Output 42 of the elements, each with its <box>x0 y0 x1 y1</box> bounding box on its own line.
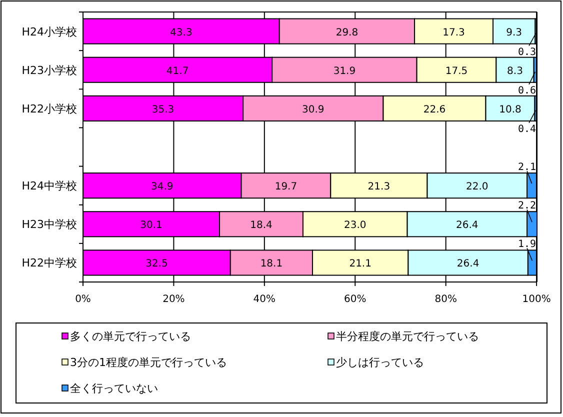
x-tick-label: 20% <box>162 294 185 305</box>
data-label: 23.0 <box>344 220 366 232</box>
data-label: 34.9 <box>151 182 174 193</box>
data-label: 43.3 <box>170 27 192 38</box>
data-label: 31.9 <box>333 66 356 77</box>
data-label: 9.3 <box>506 27 522 38</box>
y-tick-label: H24中学校 <box>22 180 77 193</box>
y-tick-label: H23中学校 <box>22 218 77 232</box>
x-tick-label: 100% <box>522 294 551 305</box>
data-label: 22.6 <box>423 104 446 116</box>
x-tick-label: 80% <box>434 294 457 305</box>
data-label: 18.4 <box>250 220 272 232</box>
data-label: 32.5 <box>146 258 168 270</box>
data-label: 21.3 <box>368 182 390 193</box>
data-label: 18.1 <box>260 258 283 270</box>
data-label: 30.1 <box>140 220 162 232</box>
y-tick-label: H22小学校 <box>22 102 77 116</box>
data-label: 8.3 <box>507 66 523 77</box>
data-label: 26.4 <box>456 220 478 232</box>
data-label: 35.3 <box>152 104 174 116</box>
data-label: 41.7 <box>166 66 189 77</box>
x-tick-label: 40% <box>253 294 276 305</box>
x-tick-label: 60% <box>344 294 366 305</box>
data-label: 22.0 <box>466 182 488 193</box>
data-label: 2.2 <box>518 200 536 212</box>
data-label: 29.8 <box>336 27 358 38</box>
data-label: 1.9 <box>518 239 536 250</box>
data-label: 26.4 <box>456 258 480 270</box>
data-label: 17.3 <box>442 27 465 38</box>
data-label: 19.7 <box>274 182 298 193</box>
y-tick-label: H22中学校 <box>22 256 77 270</box>
y-tick-label: H23小学校 <box>22 64 77 77</box>
data-label: 0.4 <box>518 124 536 135</box>
data-label: 2.1 <box>518 162 536 174</box>
y-tick-label: H24小学校 <box>22 25 77 38</box>
data-label: 10.8 <box>499 104 522 116</box>
data-label: 30.9 <box>302 104 324 116</box>
data-label: 0.6 <box>518 85 536 96</box>
data-label: 17.5 <box>445 66 468 77</box>
data-label: 21.1 <box>349 258 372 270</box>
x-tick-label: 0% <box>75 294 91 305</box>
data-label: 0.3 <box>518 46 536 58</box>
